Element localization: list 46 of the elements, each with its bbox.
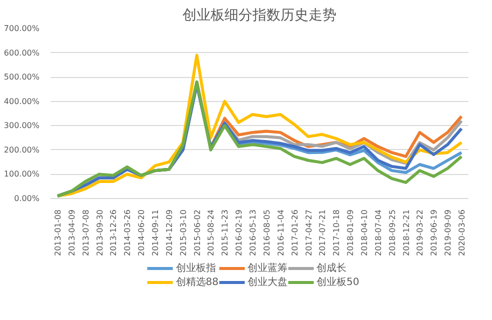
x-tick-label: 2015-06-02	[192, 209, 202, 256]
x-tick-label: 2016-08-05	[262, 209, 272, 256]
line-series	[56, 54, 464, 198]
x-tick-label: 2019-03-22	[416, 209, 425, 256]
chart-title: 创业板细分指数历史走势	[182, 8, 336, 24]
y-tick-label: 300.00%	[4, 121, 40, 130]
x-tick-label: 2014-09-11	[151, 209, 160, 256]
legend-label: 创精选88	[176, 276, 218, 289]
legend-label: 创成长	[316, 262, 346, 275]
y-tick-label: 700.00%	[4, 24, 40, 33]
x-tick-label: 2018-01-09	[346, 209, 356, 256]
x-tick-label: 2013-01-08	[53, 209, 62, 256]
x-tick-label: 2020-03-06	[458, 209, 467, 256]
x-tick-label: 2015-11-23	[220, 209, 230, 256]
y-tick-label: 0.00%	[14, 194, 40, 203]
x-tick-label: 2013-12-26	[109, 209, 118, 256]
x-tick-label: 2014-12-09	[164, 209, 174, 256]
x-tick-label: 2019-06-19	[430, 209, 439, 256]
x-tick-label: 2016-11-04	[276, 209, 286, 256]
x-tick-label: 2017-01-26	[290, 209, 300, 256]
y-tick-label: 600.00%	[4, 48, 40, 58]
x-tick-label: 2016-05-13	[248, 209, 258, 256]
y-tick-label: 400.00%	[4, 96, 40, 106]
legend-label: 创业大盘	[248, 276, 288, 289]
x-tick-label: 2018-07-04	[374, 209, 383, 256]
x-tick-label: 2019-09-09	[444, 209, 453, 256]
x-tick-label: 2013-07-08	[81, 209, 90, 256]
legend-label: 创业蓝筹	[248, 262, 288, 275]
y-tick-label: 200.00%	[4, 145, 40, 154]
x-tick-label: 2014-03-26	[123, 209, 132, 256]
x-tick-label: 2015-03-10	[178, 209, 188, 256]
x-tick-label: 2016-02-19	[234, 209, 244, 256]
x-tick-label: 2013-04-09	[67, 209, 76, 256]
x-tick-label: 2018-09-25	[388, 209, 397, 256]
x-tick-label: 2018-12-21	[402, 209, 411, 256]
x-tick-label: 2017-07-21	[318, 209, 328, 256]
x-tick-label: 2017-10-18	[332, 209, 342, 256]
legend-label: 创业板50	[316, 276, 360, 289]
x-tick-label: 2014-06-20	[137, 209, 146, 256]
legend-label: 创业板指	[176, 262, 216, 275]
x-tick-label: 2015-08-24	[206, 209, 216, 256]
x-tick-label: 2017-04-27	[304, 209, 314, 256]
x-tick-label: 2018-04-10	[360, 209, 369, 256]
x-tick-label: 2013-09-30	[95, 209, 104, 256]
y-tick-label: 500.00%	[4, 72, 40, 82]
y-tick-label: 100.00%	[4, 170, 40, 179]
